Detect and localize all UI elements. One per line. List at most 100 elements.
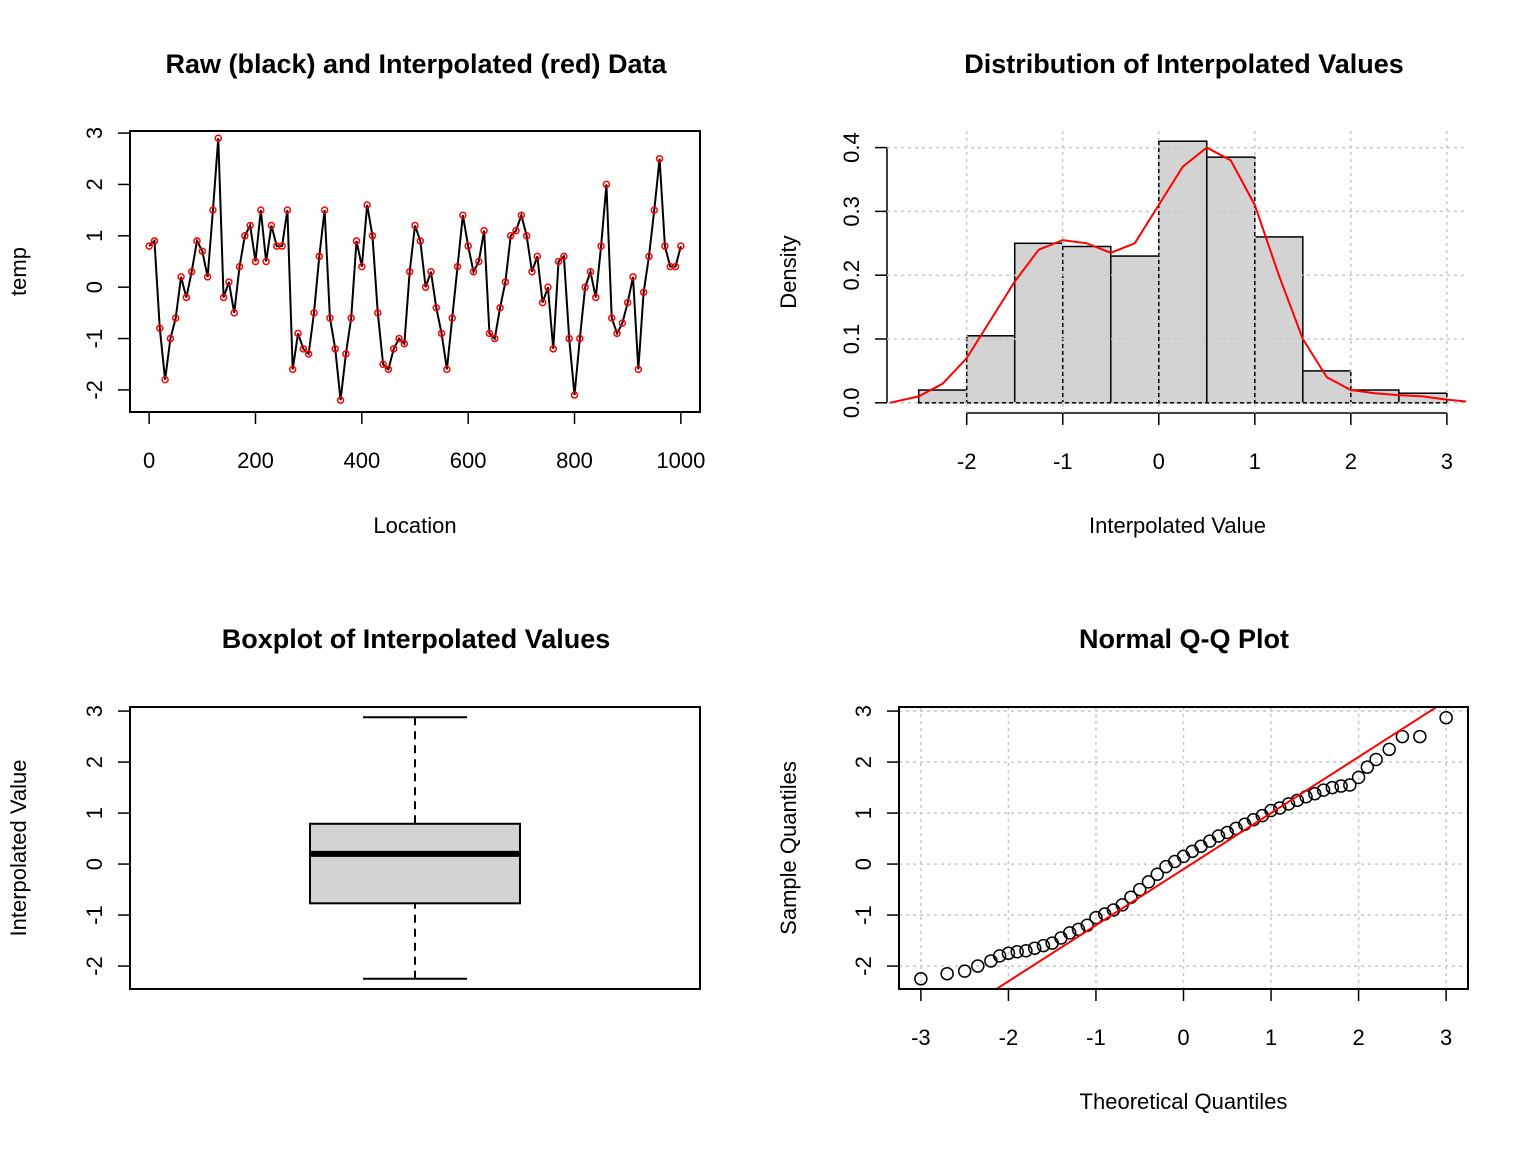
qq-point <box>1369 752 1383 767</box>
interpolated-point <box>629 273 637 281</box>
interpolated-point <box>613 329 621 338</box>
interpolated-point <box>225 278 233 286</box>
x-tick-label: 1 <box>1265 1025 1277 1050</box>
interpolated-point <box>549 345 557 353</box>
x-tick-label: -2 <box>957 449 977 474</box>
y-tick-label: 3 <box>82 127 107 139</box>
interpolated-point <box>395 334 403 343</box>
interpolated-point <box>464 242 472 250</box>
interpolated-point <box>187 268 196 276</box>
y-tick-label: 0.2 <box>839 260 864 291</box>
interpolated-point <box>145 242 153 250</box>
qq-point <box>1395 729 1410 744</box>
interpolated-point <box>166 334 175 343</box>
interpolated-point <box>299 345 308 353</box>
interpolated-point <box>283 206 292 214</box>
qq-point <box>1010 945 1024 959</box>
interpolated-point <box>416 237 425 245</box>
interpolated-point <box>517 211 526 219</box>
x-axis-label: Interpolated Value <box>1089 513 1266 538</box>
x-tick-label: 400 <box>343 448 380 473</box>
interpolated-point <box>597 242 605 250</box>
interpolated-point <box>671 262 680 271</box>
y-tick-label: -1 <box>82 329 107 349</box>
y-tick-label: 0.0 <box>839 387 864 418</box>
plot-frame <box>129 706 701 990</box>
interpolated-point <box>485 329 494 338</box>
qq-point <box>1211 829 1226 843</box>
interpolated-point <box>389 345 398 353</box>
interpolated-point <box>453 262 462 271</box>
interpolated-point <box>150 237 159 245</box>
y-tick-label: -2 <box>851 956 876 976</box>
histogram-bar <box>1110 255 1160 404</box>
y-axis-label: temp <box>6 247 31 296</box>
y-tick-label: 1 <box>82 807 107 819</box>
y-tick-label: 0 <box>82 858 107 870</box>
interpolated-point <box>336 396 345 404</box>
y-tick-label: 0 <box>82 281 107 293</box>
interpolated-point <box>655 154 664 163</box>
x-tick-label: 2 <box>1345 449 1357 474</box>
y-tick-label: 1 <box>82 230 107 242</box>
qq-point <box>1439 710 1453 725</box>
interpolated-point <box>400 339 409 348</box>
density-curve <box>889 146 1467 404</box>
interpolated-point <box>288 365 297 374</box>
box <box>309 822 521 905</box>
y-tick-label: -1 <box>851 905 876 925</box>
interpolated-point <box>374 309 382 317</box>
interpolated-point <box>677 242 685 250</box>
interpolated-point <box>320 206 329 214</box>
interpolated-point <box>267 221 276 230</box>
interpolated-point <box>650 206 659 214</box>
interpolated-point <box>347 314 355 322</box>
qq-point <box>1062 926 1077 940</box>
interpolated-point <box>581 283 589 291</box>
interpolated-point <box>491 334 499 343</box>
x-tick-label: 800 <box>556 448 593 473</box>
interpolated-point <box>661 242 669 250</box>
qq-point <box>1273 801 1287 815</box>
interpolated-point <box>432 303 441 312</box>
interpolated-point <box>294 329 302 338</box>
y-tick-label: 0.4 <box>839 132 864 163</box>
interpolated-point <box>469 268 478 276</box>
interpolated-point <box>230 309 238 317</box>
qq-point <box>1351 770 1366 785</box>
interpolated-point <box>459 211 467 219</box>
interpolated-point <box>639 288 648 297</box>
interpolated-point <box>203 273 212 281</box>
interpolated-point <box>304 350 313 358</box>
qq-point <box>1027 941 1042 955</box>
x-tick-label: -1 <box>1086 1025 1106 1050</box>
interpolated-point <box>352 237 361 245</box>
x-tick-label: 0 <box>1177 1025 1189 1050</box>
interpolated-point <box>592 293 600 302</box>
x-tick-label: 600 <box>450 448 487 473</box>
interpolated-point <box>501 278 510 286</box>
qq-line <box>994 707 1439 989</box>
x-tick-label: 1000 <box>656 448 705 473</box>
qq-point <box>1001 946 1016 961</box>
y-tick-label: 1 <box>851 807 876 819</box>
interpolated-point <box>262 257 270 266</box>
y-tick-label: 0.1 <box>839 324 864 355</box>
interpolated-point <box>219 293 228 302</box>
interpolated-point <box>214 134 223 142</box>
x-tick-label: 2 <box>1352 1025 1364 1050</box>
interpolated-point <box>405 268 414 276</box>
y-tick-label: 3 <box>851 705 876 717</box>
interpolated-point <box>645 252 653 261</box>
y-tick-label: 2 <box>851 756 876 768</box>
y-tick-label: 3 <box>82 705 107 717</box>
x-tick-label: 3 <box>1441 449 1453 474</box>
interpolated-point <box>241 232 249 240</box>
interpolated-point <box>246 221 254 230</box>
chart-title: Normal Q-Q Plot <box>1079 624 1289 654</box>
interpolated-point <box>538 298 547 307</box>
plot-frame <box>129 130 701 413</box>
qq-point <box>940 966 954 981</box>
interpolated-point <box>480 226 488 235</box>
